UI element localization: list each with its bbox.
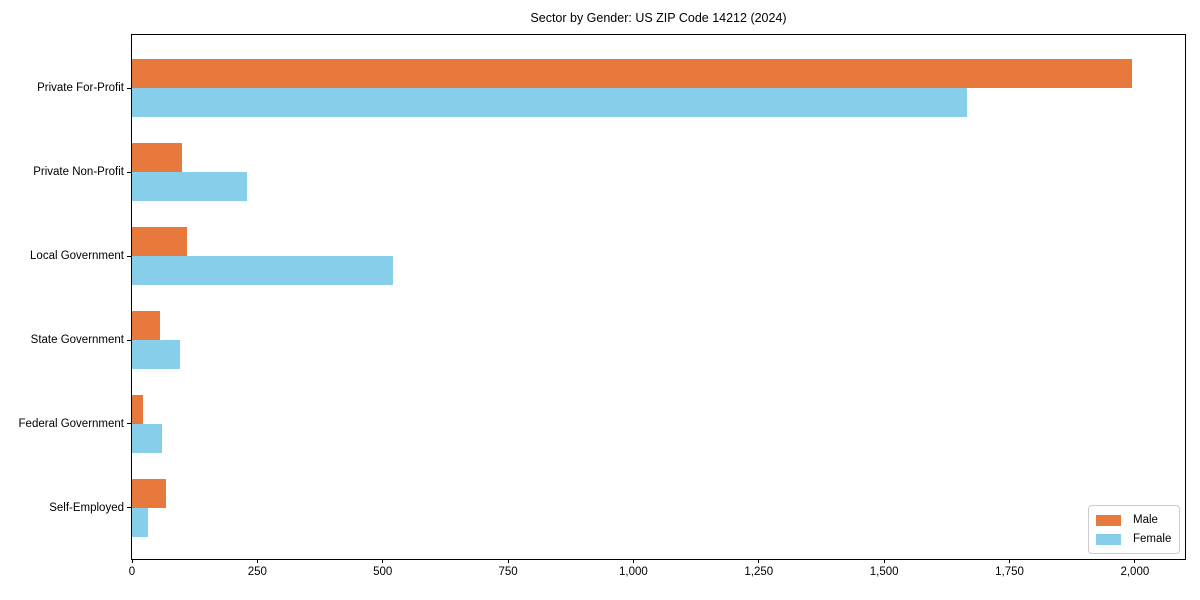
y-axis-label-private-for-profit: Private For-Profit <box>37 82 124 95</box>
x-axis-tick-1750 <box>1009 559 1010 563</box>
bar-male-private-non-profit <box>132 143 183 173</box>
chart-title: Sector by Gender: US ZIP Code 14212 (202… <box>530 11 787 25</box>
x-axis-tick-1250 <box>758 559 760 563</box>
y-axis-tick-private-for-profit <box>127 87 131 89</box>
x-axis-label-250: 250 <box>247 566 267 578</box>
y-axis-label-local-government: Local Government <box>30 250 124 263</box>
x-axis-label-500: 500 <box>373 566 393 578</box>
x-axis-tick-750 <box>507 559 509 563</box>
bar-female-local-government <box>132 256 393 286</box>
x-axis-tick-1500 <box>883 559 885 563</box>
x-axis-label-1250: 1,250 <box>744 566 774 578</box>
y-axis-label-private-non-profit: Private Non-Profit <box>33 166 124 179</box>
y-axis-label-self-employed: Self-Employed <box>49 501 124 514</box>
legend-item-male: Male <box>1096 513 1171 528</box>
bar-male-local-government <box>132 227 188 257</box>
y-axis-tick-private-non-profit <box>127 171 131 173</box>
bar-male-self-employed <box>132 478 166 508</box>
y-axis-label-federal-government: Federal Government <box>18 417 124 430</box>
legend-item-female: Female <box>1096 532 1171 547</box>
y-axis-tick-self-employed <box>127 507 131 509</box>
x-axis-tick-0 <box>131 559 133 563</box>
y-axis-tick-local-government <box>127 255 131 257</box>
legend-label-female: Female <box>1133 533 1172 545</box>
y-axis-tick-federal-government <box>127 423 131 425</box>
plot-area: Male Female Private For-Profit Private No… <box>19 34 1186 578</box>
bar-female-self-employed <box>132 507 148 537</box>
bar-male-private-for-profit <box>132 59 1133 89</box>
x-axis-tick-500 <box>382 559 384 563</box>
x-axis-tick-1000 <box>632 559 634 563</box>
x-axis-tick-2000 <box>1134 559 1136 563</box>
y-axis-label-state-government: State Government <box>30 334 124 346</box>
bar-female-federal-government <box>132 423 163 453</box>
legend-swatch-male-icon <box>1096 515 1121 526</box>
bar-female-state-government <box>132 340 180 369</box>
x-axis-tick-250 <box>256 559 258 563</box>
bar-female-private-for-profit <box>132 88 967 118</box>
legend-label-male: Male <box>1133 514 1158 526</box>
bar-female-private-non-profit <box>132 172 248 202</box>
y-axis-tick-state-government <box>127 339 131 341</box>
legend-box: Male Female <box>1088 505 1180 554</box>
legend-swatch-female-icon <box>1096 534 1121 545</box>
x-axis-label-2000: 2,000 <box>1120 566 1150 578</box>
x-axis-label-1750: 1,750 <box>995 566 1024 578</box>
x-axis-label-1000: 1,000 <box>619 566 648 578</box>
bar-male-state-government <box>132 311 160 340</box>
x-axis-label-0: 0 <box>128 566 136 578</box>
x-axis-label-1500: 1,500 <box>869 566 899 578</box>
x-axis-label-750: 750 <box>498 566 518 578</box>
bar-male-federal-government <box>132 394 144 424</box>
